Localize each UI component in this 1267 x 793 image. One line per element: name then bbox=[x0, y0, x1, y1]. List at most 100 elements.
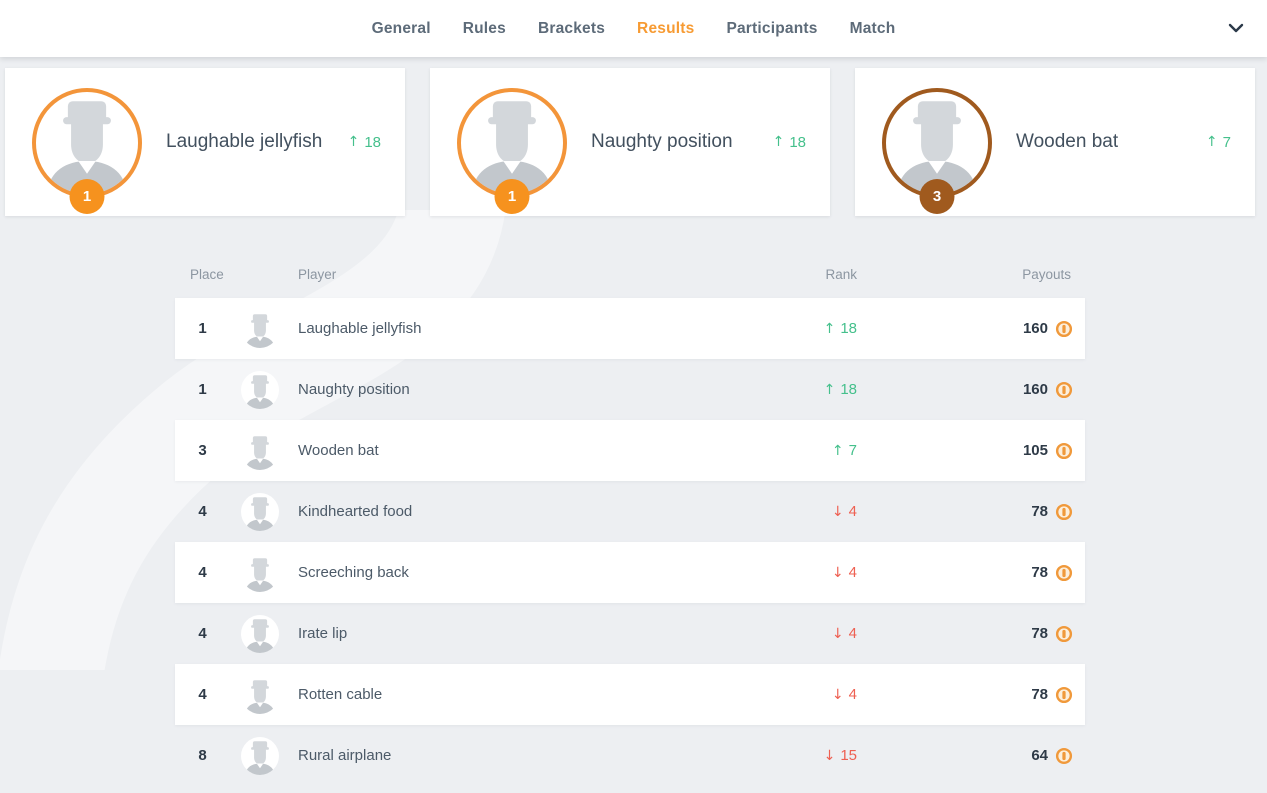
chevron-down-icon[interactable] bbox=[1225, 17, 1247, 39]
table-row[interactable]: 4 Irate lip ↓ 4 78 bbox=[175, 603, 1085, 664]
tab-participants[interactable]: Participants bbox=[726, 19, 818, 37]
tab-rules[interactable]: Rules bbox=[462, 19, 506, 37]
rank-change: ↓ 4 bbox=[831, 503, 857, 521]
rank-change: ↑ 18 bbox=[823, 381, 857, 399]
coin-icon bbox=[1055, 442, 1073, 459]
trend-up-icon: ↑ bbox=[823, 320, 836, 337]
payout-value: 78 bbox=[1031, 686, 1048, 703]
podium-player-name: Wooden bat bbox=[1016, 131, 1119, 152]
podium-rank-change: ↑ 7 bbox=[1206, 134, 1231, 151]
payout-value: 78 bbox=[1031, 625, 1048, 642]
tab-brackets[interactable]: Brackets bbox=[537, 19, 606, 37]
tournament-tabs: General Rules Brackets Results Participa… bbox=[372, 20, 896, 38]
trend-down-icon: ↓ bbox=[831, 625, 844, 642]
rank-change: ↓ 4 bbox=[831, 625, 857, 643]
payout-value: 78 bbox=[1031, 503, 1048, 520]
podium-card-3[interactable]: 3 Wooden bat ↑ 7 bbox=[855, 68, 1255, 216]
podium-cards: 1 Laughable jellyfish ↑ 18 1 Naughty pos… bbox=[0, 57, 1267, 216]
tab-general[interactable]: General bbox=[371, 19, 431, 37]
trend-down-icon: ↓ bbox=[831, 686, 844, 703]
player-avatar-icon bbox=[241, 736, 279, 775]
podium-player-name: Naughty position bbox=[591, 131, 733, 152]
tab-results[interactable]: Results bbox=[637, 19, 695, 37]
podium-card-1[interactable]: 1 Laughable jellyfish ↑ 18 bbox=[5, 68, 405, 216]
coin-icon bbox=[1055, 381, 1073, 398]
coin-icon bbox=[1055, 320, 1073, 337]
column-header-payouts: Payouts bbox=[1022, 266, 1071, 282]
rank-change-value: 18 bbox=[789, 133, 806, 151]
rank-change-value: 7 bbox=[1222, 133, 1231, 151]
rank-change: ↑ 7 bbox=[831, 442, 857, 460]
trend-up-icon: ↑ bbox=[823, 381, 836, 398]
podium-player-name: Laughable jellyfish bbox=[166, 131, 323, 152]
coin-icon bbox=[1055, 503, 1073, 520]
payout-value: 64 bbox=[1031, 747, 1048, 764]
table-row[interactable]: 3 Wooden bat ↑ 7 105 bbox=[175, 420, 1085, 481]
podium-avatar: 1 bbox=[32, 88, 142, 214]
player-avatar-icon bbox=[241, 309, 279, 348]
avatar-ring bbox=[457, 88, 567, 198]
player-name: Rural airplane bbox=[298, 747, 392, 764]
trend-down-icon: ↓ bbox=[831, 564, 844, 581]
trend-up-icon: ↑ bbox=[1205, 134, 1218, 150]
player-avatar-icon bbox=[241, 614, 279, 653]
place-badge: 3 bbox=[919, 179, 955, 214]
results-table: Place Player Rank Payouts 1 Laughable je… bbox=[175, 250, 1085, 786]
avatar-ring bbox=[32, 88, 142, 198]
player-name: Screeching back bbox=[298, 564, 409, 581]
player-avatar-icon bbox=[241, 431, 279, 470]
podium-rank-change: ↑ 18 bbox=[348, 134, 381, 151]
place-value: 1 bbox=[198, 320, 207, 337]
rank-change: ↑ 18 bbox=[823, 320, 857, 338]
podium-avatar: 3 bbox=[882, 88, 992, 214]
payout-value: 160 bbox=[1022, 381, 1048, 398]
table-row[interactable]: 4 Kindhearted food ↓ 4 78 bbox=[175, 481, 1085, 542]
player-name: Kindhearted food bbox=[298, 503, 413, 520]
player-avatar-icon bbox=[241, 553, 279, 592]
table-row[interactable]: 4 Screeching back ↓ 4 78 bbox=[175, 542, 1085, 603]
coin-icon bbox=[1055, 747, 1073, 764]
table-row[interactable]: 4 Rotten cable ↓ 4 78 bbox=[175, 664, 1085, 725]
place-value: 4 bbox=[198, 503, 207, 520]
coin-icon bbox=[1055, 625, 1073, 642]
trend-up-icon: ↑ bbox=[347, 134, 360, 150]
podium-card-2[interactable]: 1 Naughty position ↑ 18 bbox=[430, 68, 830, 216]
table-header-row: Place Player Rank Payouts bbox=[175, 250, 1085, 298]
payout-value: 105 bbox=[1022, 442, 1048, 459]
player-avatar-icon bbox=[241, 492, 279, 531]
podium-avatar: 1 bbox=[457, 88, 567, 214]
place-value: 4 bbox=[198, 625, 207, 642]
podium-rank-change: ↑ 18 bbox=[773, 134, 806, 151]
trend-down-icon: ↓ bbox=[823, 747, 836, 764]
place-value: 1 bbox=[198, 381, 207, 398]
player-name: Naughty position bbox=[298, 381, 410, 398]
player-name: Rotten cable bbox=[298, 686, 383, 703]
column-header-place: Place bbox=[190, 266, 224, 282]
place-value: 3 bbox=[198, 442, 207, 459]
place-value: 8 bbox=[198, 747, 207, 764]
trend-down-icon: ↓ bbox=[831, 503, 844, 520]
column-header-player: Player bbox=[298, 266, 337, 282]
player-name: Irate lip bbox=[298, 625, 348, 642]
top-navigation-bar: General Rules Brackets Results Participa… bbox=[0, 0, 1267, 57]
coin-icon bbox=[1055, 564, 1073, 581]
coin-icon bbox=[1055, 686, 1073, 703]
tab-match[interactable]: Match bbox=[849, 19, 896, 37]
player-name: Wooden bat bbox=[298, 442, 379, 459]
table-row[interactable]: 1 Laughable jellyfish ↑ 18 160 bbox=[175, 298, 1085, 359]
rank-change-value: 18 bbox=[364, 133, 381, 151]
payout-value: 160 bbox=[1022, 320, 1048, 337]
trend-up-icon: ↑ bbox=[831, 442, 844, 459]
column-header-rank: Rank bbox=[825, 266, 857, 282]
rank-change: ↓ 4 bbox=[831, 686, 857, 704]
rank-change: ↓ 4 bbox=[831, 564, 857, 582]
trend-up-icon: ↑ bbox=[772, 134, 785, 150]
place-badge: 1 bbox=[494, 179, 530, 214]
place-value: 4 bbox=[198, 686, 207, 703]
player-avatar-icon bbox=[241, 675, 279, 714]
table-row[interactable]: 1 Naughty position ↑ 18 160 bbox=[175, 359, 1085, 420]
player-avatar-icon bbox=[241, 370, 279, 409]
place-badge: 1 bbox=[69, 179, 105, 214]
table-row[interactable]: 8 Rural airplane ↓ 15 64 bbox=[175, 725, 1085, 786]
place-value: 4 bbox=[198, 564, 207, 581]
